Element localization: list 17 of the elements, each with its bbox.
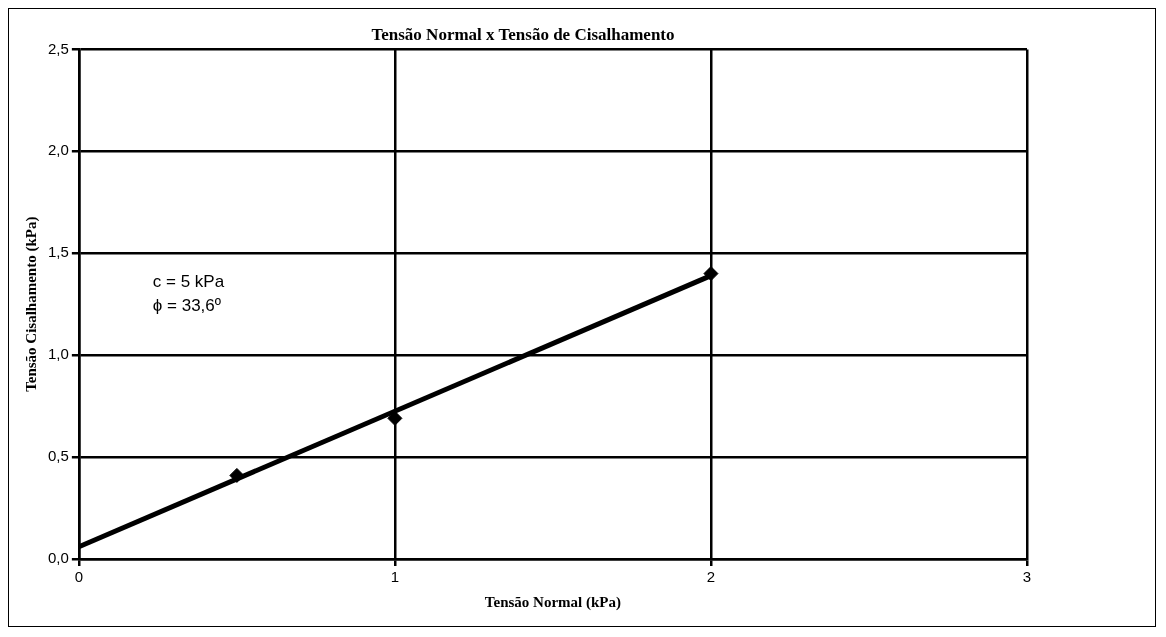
point (229, 467, 245, 483)
y-tick-label: 1,5 (47, 243, 69, 261)
y-tick-label: 2,5 (47, 39, 69, 57)
y-axis-title: Tensão Cisalhamento (kPa) (22, 216, 40, 392)
y-tick-label: 1,0 (47, 345, 69, 363)
chart-title: Tensão Normal x Tensão de Cisalhamento (371, 24, 675, 44)
y-tick-label: 2,0 (47, 141, 69, 159)
point (703, 266, 719, 282)
x-tick-label: 1 (390, 568, 400, 586)
x-axis-title: Tensão Normal (kPa) (484, 593, 621, 611)
y-tick-label: 0,0 (47, 549, 69, 567)
x-tick-label: 0 (74, 568, 84, 586)
y-tick-label: 0,5 (47, 447, 69, 465)
annotation: ϕ = 33,6º (152, 295, 222, 315)
x-tick-label: 2 (706, 568, 716, 586)
annotation: c = 5 kPa (152, 271, 225, 291)
x-tick-label: 3 (1022, 568, 1032, 586)
